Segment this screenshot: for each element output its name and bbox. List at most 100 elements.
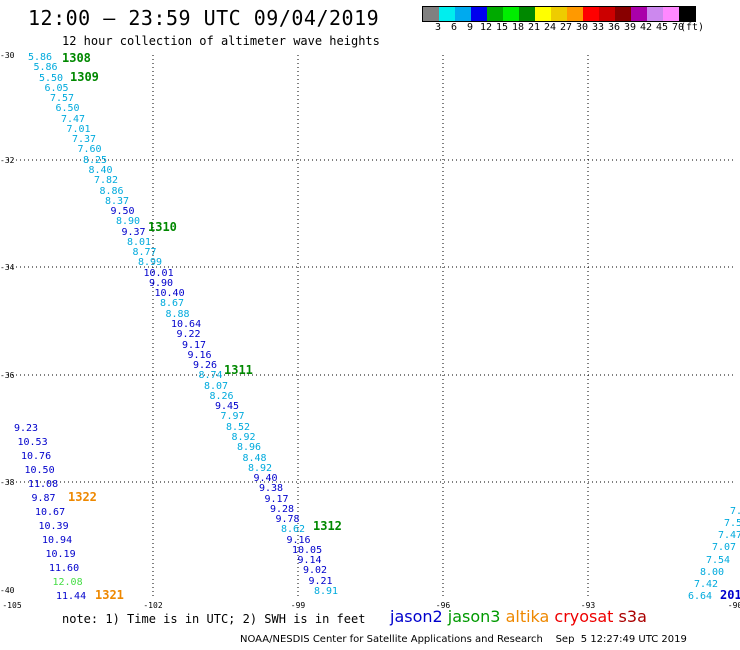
wave-height-value: 7.01 [66,123,91,135]
pass-number-label: 1310 [148,220,177,234]
wave-height-value: 9.38 [259,483,284,495]
wave-height-value: 9.16 [286,534,311,546]
lat-label: -38 [0,478,15,487]
legend-label: 39 [623,22,637,33]
wave-height-value: 8.96 [237,442,262,454]
legend-label: 33 [591,22,605,33]
legend-label: 21 [527,22,541,33]
legend-label: 9 [466,22,474,33]
wave-height-value: 10.53 [17,437,48,448]
pass-number-label: 1308 [62,51,91,65]
pass-number-label: 1322 [68,490,97,504]
wave-height-value: 10.64 [171,319,202,330]
wave-height-value: 9.14 [297,555,322,567]
legend-label: 15 [495,22,509,33]
wave-height-value: 5.86 [33,62,58,74]
credit-line: NOAA/NESDIS Center for Satellite Applica… [240,634,687,645]
pass-number-label: 1312 [313,519,342,533]
wave-height-value: 8.67 [160,298,185,310]
wave-height-value: 9.50 [110,206,135,218]
wave-height-value: 7.47 [718,530,740,542]
wave-height-value: 9.17 [182,339,207,351]
wave-height-value: 7.54 [706,554,731,566]
wave-height-value: 10.40 [154,288,185,300]
wave-height-value: 9.23 [14,423,39,434]
legend-swatch [471,7,487,21]
wave-height-value: 5.50 [39,72,64,84]
wave-height-value: 8.40 [88,164,113,176]
wave-height-value: 7.5 [724,518,740,530]
legend-label: 24 [543,22,557,33]
legend-swatch [631,7,647,21]
wave-height-value: 9.17 [264,493,289,505]
wave-height-value: 8.62 [281,524,306,536]
wave-height-value: 9.40 [253,473,278,485]
wave-height-value: 9.87 [31,493,56,504]
legend-swatch [535,7,551,21]
wave-height-value: 9.45 [215,401,240,413]
wave-height-value: 8.07 [204,380,229,392]
lon-label: -99 [290,601,306,610]
wave-height-value: 8.90 [116,216,141,228]
lon-label: -90 [727,601,740,610]
legend-swatch [503,7,519,21]
wave-height-value: 8.77 [132,247,157,259]
wave-height-value: 8.92 [248,462,273,474]
wave-height-value: 8.86 [99,185,124,197]
lat-label: -34 [0,263,15,272]
wave-height-value: 9.90 [149,277,174,289]
footer-note: note: 1) Time is in UTC; 2) SWH is in fe… [62,612,366,626]
wave-height-value: 11.44 [56,591,87,602]
lat-label: -40 [0,586,15,595]
wave-height-value: 9.78 [275,514,300,526]
wave-height-value: 7.37 [72,134,97,146]
wave-height-value: 8.88 [165,308,190,320]
legend-swatch [663,7,679,21]
wave-height-value: 7.97 [220,411,245,423]
wave-height-value: 12.08 [52,577,83,588]
legend-label: 70 [671,22,685,33]
satellite-name-altika: altika [505,607,555,626]
wave-height-value: 8.00 [700,566,725,578]
pass-number-label: 1309 [70,70,99,84]
pass-number-label: 201 [720,588,740,602]
legend-label: 30 [575,22,589,33]
satellite-name-jason3: jason3 [447,607,506,626]
wave-height-value: 8.99 [138,257,163,269]
legend-swatch [567,7,583,21]
lat-label: -30 [0,51,15,60]
wave-height-value: 10.50 [24,465,55,476]
pass-number-label: 1321 [95,588,124,602]
wave-height-value: 10.05 [292,544,323,556]
lon-label: -96 [435,601,451,610]
legend-swatch [439,7,455,21]
legend-swatch [423,7,439,21]
legend-label: 45 [655,22,669,33]
lon-label: -102 [143,601,163,610]
wave-height-value: 11.08 [28,479,59,490]
legend-swatch [647,7,663,21]
legend-label: 42 [639,22,653,33]
wave-height-value: 8.26 [209,390,234,402]
satellite-name-s3a: s3a [618,607,647,626]
color-legend [422,6,696,22]
wave-height-value: 7.5 [730,506,740,517]
satellite-name-jason2: jason2 [390,607,448,626]
wave-height-value: 8.91 [314,586,339,597]
wave-height-value: 7.47 [61,113,86,125]
page-title: 12:00 – 23:59 UTC 09/04/2019 [28,6,380,30]
legend-label: 18 [511,22,525,33]
legend-label: 6 [450,22,458,33]
wave-height-value: 5.86 [28,52,53,63]
legend-label: (ft) [679,22,705,33]
wave-height-value: 9.02 [303,565,328,577]
legend-label: 27 [559,22,573,33]
wave-height-value: 10.39 [38,521,69,532]
wave-height-value: 9.22 [176,329,201,341]
legend-label: 12 [479,22,493,33]
wave-height-value: 9.26 [193,360,218,372]
legend-label: 36 [607,22,621,33]
wave-height-value: 7.57 [50,93,75,105]
